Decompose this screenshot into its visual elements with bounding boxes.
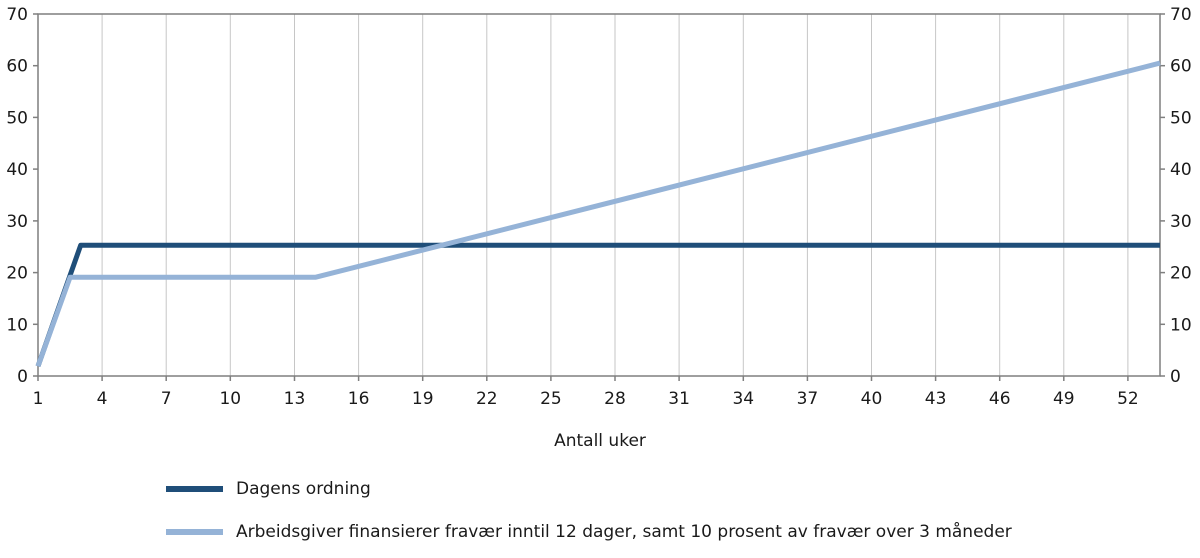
x-tick-label: 31 <box>668 389 690 409</box>
x-tick-label: 16 <box>348 389 370 409</box>
x-tick-label: 4 <box>97 389 108 409</box>
line-chart: 0 0 10 10 20 20 30 30 40 40 50 50 60 60 70 70 1 4 7 10 13 16 1… <box>6 5 1192 409</box>
y-tick-label-right: 70 <box>1170 5 1192 25</box>
legend-item-dagens-ordning: Dagens ordning <box>166 474 1012 504</box>
chart-canvas: 0 0 10 10 20 20 30 30 40 40 50 50 60 60 70 70 1 4 7 10 13 16 1… <box>6 5 1192 409</box>
x-tick-label: 1 <box>33 389 44 409</box>
x-tick-label: 22 <box>476 389 498 409</box>
plot-border <box>37 13 1161 377</box>
y-tick-label-left: 70 <box>6 5 28 25</box>
y-tick-label-left: 60 <box>6 57 28 77</box>
y-tick-label-left: 0 <box>17 367 28 387</box>
legend-label-dagens-ordning: Dagens ordning <box>236 479 371 499</box>
x-tick-label: 10 <box>219 389 241 409</box>
x-tick-label: 43 <box>925 389 947 409</box>
y-tick-label-right: 30 <box>1170 212 1192 232</box>
x-tick-label: 25 <box>540 389 562 409</box>
y-tick-label-right: 50 <box>1170 108 1192 128</box>
y-tick-label-right: 20 <box>1170 264 1192 284</box>
x-tick-label: 34 <box>732 389 754 409</box>
y-tick-label-left: 50 <box>6 108 28 128</box>
series-line-1 <box>35 60 1161 368</box>
y-tick-label-left: 40 <box>6 160 28 180</box>
y-tick-label-left: 10 <box>6 315 28 335</box>
x-tick-label: 46 <box>989 389 1011 409</box>
x-tick-label: 19 <box>412 389 434 409</box>
x-tick-label: 49 <box>1053 389 1075 409</box>
legend-swatch-arbeidsgiver <box>166 529 223 535</box>
legend-swatch-dagens-ordning <box>166 486 223 492</box>
y-tick-label-left: 20 <box>6 264 28 284</box>
x-tick-label: 37 <box>797 389 819 409</box>
x-tick-label: 28 <box>604 389 626 409</box>
legend-label-arbeidsgiver: Arbeidsgiver finansierer fravær inntil 1… <box>236 522 1012 542</box>
x-axis-title: Antall uker <box>554 431 646 451</box>
y-tick-label-right: 10 <box>1170 315 1192 335</box>
legend-item-arbeidsgiver: Arbeidsgiver finansierer fravær inntil 1… <box>166 517 1012 547</box>
chart-legend: Dagens ordning Arbeidsgiver finansierer … <box>166 474 1012 547</box>
y-tick-label-right: 60 <box>1170 57 1192 77</box>
y-tick-label-right: 40 <box>1170 160 1192 180</box>
y-tick-label-right: 0 <box>1170 367 1181 387</box>
x-tick-label: 52 <box>1117 389 1139 409</box>
y-tick-label-left: 30 <box>6 212 28 232</box>
series-line-0 <box>35 242 1160 368</box>
x-tick-label: 40 <box>861 389 883 409</box>
x-tick-label: 7 <box>161 389 172 409</box>
x-tick-label: 13 <box>284 389 306 409</box>
